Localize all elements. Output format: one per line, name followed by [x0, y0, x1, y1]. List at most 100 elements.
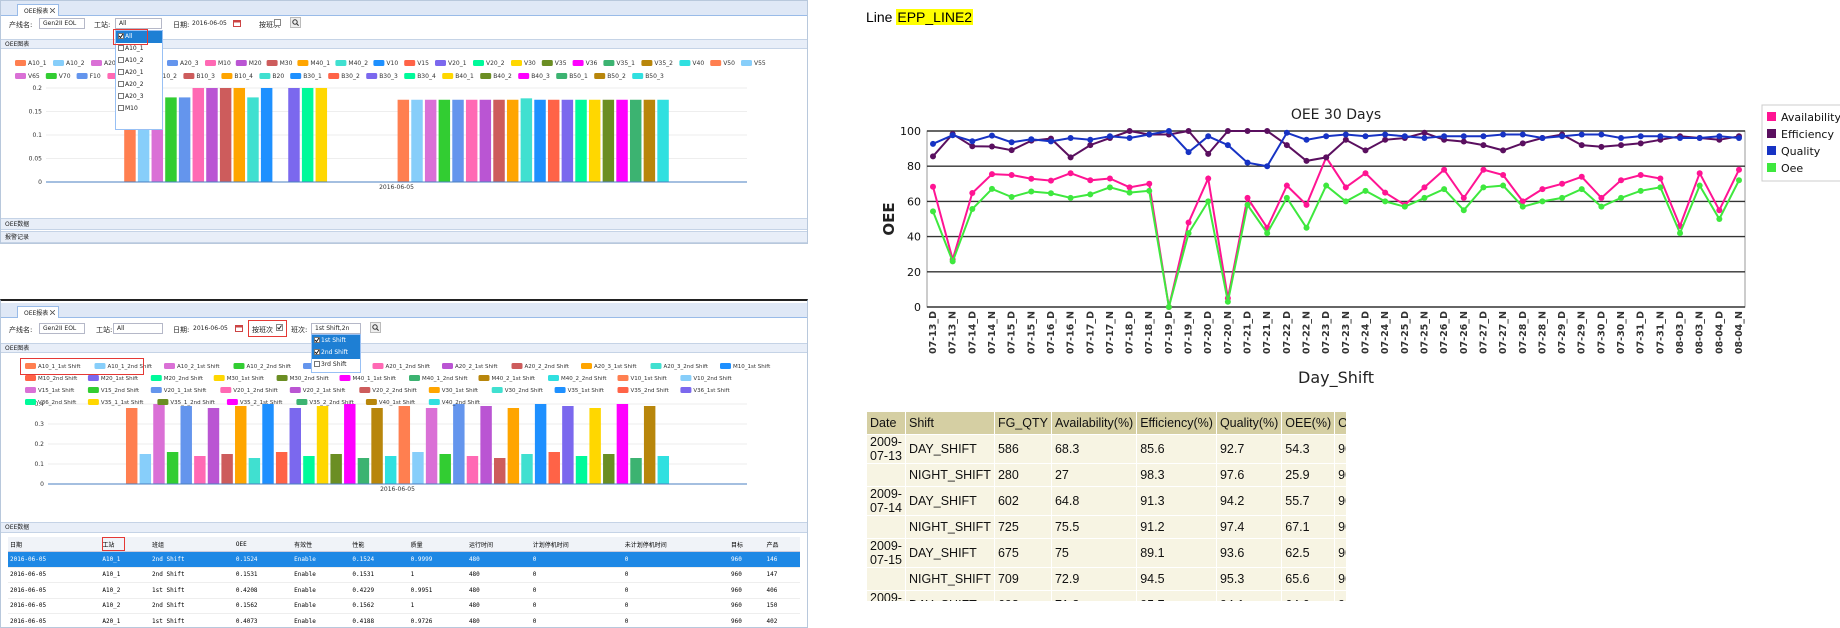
checkbox: [314, 349, 320, 355]
legend-label: A10_2_1st Shift: [177, 364, 220, 370]
column-header: 目标: [729, 537, 765, 552]
chart-section-header: OEE图表: [1, 39, 807, 49]
shift-checkbox[interactable]: [274, 19, 281, 26]
point: [1028, 175, 1035, 182]
bar: [534, 404, 547, 484]
dropdown-item[interactable]: 2nd Shift: [312, 347, 360, 359]
tab-close[interactable]: [50, 310, 56, 315]
table-cell: 27: [1050, 463, 1138, 487]
table-cell: 91.2: [1136, 515, 1217, 539]
shift-label: 班次:: [291, 326, 308, 334]
table-cell: 0.1562: [350, 598, 409, 614]
legend-swatch: [87, 399, 99, 405]
point: [1047, 190, 1054, 197]
point: [949, 132, 956, 139]
series-line: [932, 155, 1740, 308]
table-cell: 0.1524: [233, 551, 293, 568]
dropdown-item[interactable]: A20_1: [116, 67, 162, 79]
x-tick-label: 07-14_N: [987, 311, 998, 354]
table-cell: 75: [1050, 538, 1138, 568]
point: [969, 189, 976, 196]
dropdown-item[interactable]: A10_2: [116, 55, 162, 67]
data-section-header[interactable]: OEE数据: [1, 218, 807, 230]
calendar-icon[interactable]: [235, 324, 243, 332]
point: [1519, 131, 1526, 138]
column-header: Availability(%): [1050, 411, 1138, 435]
dropdown-item[interactable]: 3rd Shift: [312, 359, 360, 371]
legend-label: V36_1st Shift: [693, 388, 730, 394]
dropdown-item[interactable]: A20_3: [116, 91, 162, 103]
calendar-icon[interactable]: [233, 19, 241, 27]
bar: [275, 452, 288, 484]
tab[interactable]: OEE报表: [17, 306, 60, 318]
tab[interactable]: OEE报表: [17, 4, 60, 16]
table-cell: 2nd Shift: [150, 567, 234, 583]
dropdown-text: M10: [125, 105, 138, 112]
table-cell: 0.9999: [408, 551, 467, 568]
line-select[interactable]: Gen2II EOL: [39, 18, 85, 29]
bar: [178, 97, 191, 182]
bottom-app-window: OEE报表 产线名: Gen2II EOL 工站: All 日期: 2016-0…: [0, 299, 808, 628]
legend-label: B20: [272, 73, 284, 80]
dropdown-item[interactable]: A20_2: [116, 79, 162, 91]
legend-label: V35_1st Shift: [568, 388, 605, 394]
checkbox-tick: [314, 337, 320, 343]
y-tick-label: 60: [907, 195, 921, 208]
checkbox: [118, 81, 124, 87]
shift-select[interactable]: 1st Shift,2n: [311, 323, 361, 334]
station-select[interactable]: All: [113, 323, 163, 334]
dropdown-item[interactable]: A10_1: [116, 43, 162, 55]
x-tick-label: 08-03_N: [1695, 311, 1706, 354]
search-button[interactable]: [370, 322, 381, 333]
table-cell: 62.5: [1281, 538, 1336, 568]
search-button[interactable]: [290, 17, 301, 28]
point: [930, 183, 936, 190]
legend-label: M30: [280, 60, 293, 67]
y-tick-label: 0.2: [32, 85, 42, 92]
bar: [139, 454, 152, 484]
alarm-section-header[interactable]: 报警记录: [1, 231, 807, 243]
table-cell: A10_2: [100, 598, 151, 614]
checkbox: [118, 57, 124, 63]
shift-checkbox[interactable]: [276, 324, 283, 331]
table-cell: 480: [466, 567, 531, 583]
bar: [438, 99, 451, 182]
legend-label: V70: [59, 73, 71, 80]
table-cell: 1: [408, 567, 467, 583]
bar: [137, 97, 150, 182]
point: [1362, 147, 1369, 154]
point: [1224, 142, 1231, 149]
dropdown-text: 3rd Shift: [321, 361, 347, 368]
legend-swatch: [339, 375, 351, 381]
table: Date Shift FG_QTY Availability(%) Efficiency…: [866, 411, 1346, 601]
legend-swatch: [679, 60, 691, 66]
legend-label: V40_1st Shift: [379, 400, 416, 406]
dropdown-item[interactable]: M10: [116, 103, 162, 115]
legend-label: B10_3: [196, 73, 215, 80]
column-header: Quality(%): [1215, 411, 1283, 435]
legend-label: V35_1_1st Shift: [101, 400, 144, 406]
legend-label: Availability: [1781, 111, 1840, 124]
tab-close[interactable]: [50, 8, 56, 13]
date-value[interactable]: 2016-06-05: [192, 20, 227, 27]
x-tick-label: 07-21_N: [1262, 311, 1273, 354]
series-line: [932, 179, 1740, 308]
x-tick-label: 07-24_N: [1380, 311, 1391, 354]
point: [930, 153, 936, 160]
date-value[interactable]: 2016-06-05: [193, 325, 228, 332]
station-select[interactable]: All: [115, 18, 162, 29]
tab-bar: [1, 303, 807, 318]
point: [1637, 187, 1644, 194]
legend-swatch: [150, 375, 162, 381]
line-select[interactable]: Gen2II EOL: [39, 323, 85, 334]
dropdown-item[interactable]: All: [116, 31, 162, 43]
point: [1244, 128, 1251, 134]
x-tick-label: 07-25_D: [1400, 311, 1411, 354]
point: [1401, 203, 1408, 210]
dropdown-item[interactable]: 1st Shift: [312, 335, 360, 347]
legend-label: M10: [218, 60, 231, 67]
legend-swatch: [45, 73, 57, 79]
point: [1716, 216, 1723, 222]
